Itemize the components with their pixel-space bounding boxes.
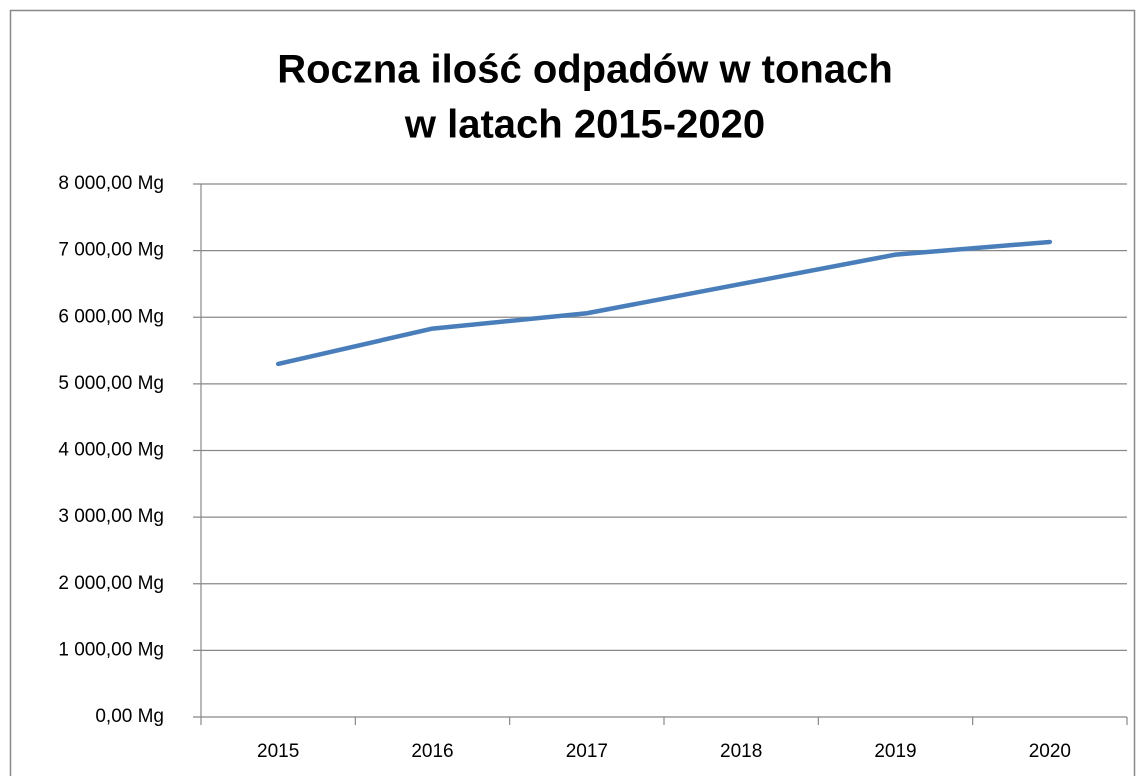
x-tick-label: 2020 bbox=[1029, 741, 1071, 762]
y-tick-label: 6 000,00 Mg bbox=[58, 306, 164, 327]
chart-title: Roczna ilość odpadów w tonach bbox=[277, 48, 893, 92]
y-tick-label: 1 000,00 Mg bbox=[58, 639, 164, 660]
x-tick-label: 2019 bbox=[874, 741, 916, 762]
x-tick-label: 2017 bbox=[566, 741, 608, 762]
y-tick-label: 7 000,00 Mg bbox=[58, 240, 164, 261]
y-tick-label: 2 000,00 Mg bbox=[58, 573, 164, 594]
y-tick-label: 4 000,00 Mg bbox=[58, 440, 164, 461]
x-tick-label: 2018 bbox=[720, 741, 762, 762]
x-tick-label: 2015 bbox=[257, 741, 299, 762]
chart-frame bbox=[9, 9, 1136, 776]
y-tick-label: 8 000,00 Mg bbox=[58, 173, 164, 194]
y-tick-label: 0,00 Mg bbox=[95, 706, 164, 727]
chart-title: w latach 2015-2020 bbox=[404, 103, 765, 147]
y-tick-label: 5 000,00 Mg bbox=[58, 373, 164, 394]
y-tick-label: 3 000,00 Mg bbox=[58, 506, 164, 527]
data-line bbox=[275, 239, 1053, 367]
x-tick-label: 2016 bbox=[411, 741, 453, 762]
